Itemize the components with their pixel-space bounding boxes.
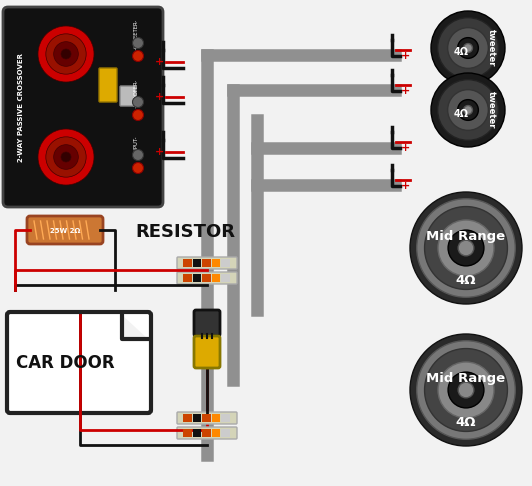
Bar [221,429,230,437]
Circle shape [61,49,71,59]
Bar [212,259,220,267]
Circle shape [463,44,472,52]
Circle shape [431,11,505,85]
Bar [202,274,211,282]
FancyBboxPatch shape [177,272,237,284]
Text: CAR DOOR: CAR DOOR [15,353,114,371]
Circle shape [431,73,505,147]
Text: Mid Range: Mid Range [427,372,505,385]
Circle shape [448,372,484,408]
Circle shape [463,105,472,114]
Circle shape [417,199,516,297]
FancyBboxPatch shape [177,412,237,424]
Bar [183,429,192,437]
Circle shape [132,51,144,62]
Text: +TWEETER-: +TWEETER- [134,18,138,50]
Circle shape [132,109,144,121]
Text: 2-WAY PASSIVE CROSSOVER: 2-WAY PASSIVE CROSSOVER [18,52,24,161]
Circle shape [46,137,86,177]
Bar [193,274,201,282]
FancyBboxPatch shape [177,257,237,269]
Bar [202,259,211,267]
Bar [183,259,192,267]
Circle shape [132,162,144,174]
Circle shape [410,334,522,446]
Bar [193,259,201,267]
Circle shape [46,34,86,74]
Text: +: + [401,143,410,153]
Circle shape [132,37,144,49]
Circle shape [38,129,94,185]
Bar [212,274,220,282]
Text: +WOOFER-: +WOOFER- [134,78,138,107]
Text: 4Ω: 4Ω [456,416,476,429]
Bar [193,429,201,437]
Circle shape [425,348,508,432]
Circle shape [458,100,478,121]
Bar [212,429,220,437]
FancyBboxPatch shape [194,310,220,336]
Text: +: + [401,51,410,61]
Text: Mid Range: Mid Range [427,230,505,243]
Circle shape [132,150,144,160]
FancyBboxPatch shape [7,312,151,413]
Circle shape [61,152,71,162]
FancyBboxPatch shape [99,68,117,102]
Text: +: + [401,86,410,96]
Circle shape [448,230,484,266]
Circle shape [438,80,498,140]
Circle shape [458,240,474,256]
Circle shape [447,28,488,69]
FancyBboxPatch shape [177,427,237,439]
Circle shape [438,362,494,418]
Circle shape [38,26,94,82]
FancyBboxPatch shape [120,86,136,106]
FancyBboxPatch shape [194,336,220,368]
Text: +: + [401,181,410,191]
Bar [183,274,192,282]
Circle shape [458,382,474,398]
Text: +: + [154,57,164,67]
Circle shape [425,207,508,290]
Circle shape [438,220,494,276]
Bar [221,274,230,282]
FancyBboxPatch shape [27,216,103,244]
Bar [202,414,211,422]
Text: 4Ω: 4Ω [456,274,476,287]
Text: +: + [154,92,164,102]
Circle shape [458,37,478,58]
Circle shape [410,192,522,304]
Text: 4Ω: 4Ω [454,109,469,119]
Text: RESISTOR: RESISTOR [135,223,235,241]
Text: tweeter: tweeter [486,91,495,129]
Bar [183,414,192,422]
Text: +INPUT-: +INPUT- [134,135,138,157]
Circle shape [54,145,78,169]
Bar [221,259,230,267]
Circle shape [447,89,488,130]
Text: tweeter: tweeter [486,29,495,67]
Text: +: + [154,147,164,157]
Circle shape [132,97,144,107]
FancyBboxPatch shape [3,7,163,207]
Bar [221,414,230,422]
Bar [202,429,211,437]
Bar [212,414,220,422]
Circle shape [438,17,498,78]
Text: 4Ω: 4Ω [454,47,469,57]
Polygon shape [122,315,148,339]
Bar [193,414,201,422]
Circle shape [417,341,516,439]
Text: 25W 2Ω: 25W 2Ω [50,228,80,234]
Circle shape [54,42,78,66]
